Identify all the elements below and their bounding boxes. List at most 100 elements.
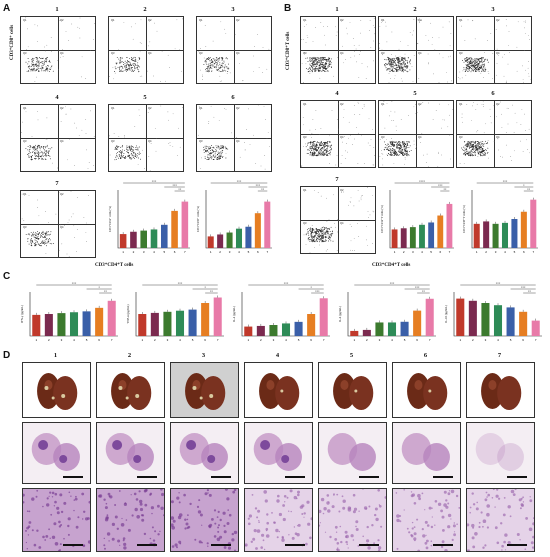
flow-event-dot: [315, 110, 317, 111]
flow-event-dot: [314, 240, 316, 242]
flow-event-dot: [319, 145, 321, 146]
flow-event-dot: [404, 163, 406, 165]
he-stain-high: [97, 489, 164, 551]
histology-high-mag: [96, 488, 165, 552]
quadrant-label-q1: Q1: [381, 103, 385, 106]
flow-event-dot: [209, 154, 211, 156]
flow-event-dot: [29, 66, 31, 68]
flow-event-dot: [391, 138, 393, 139]
flow-event-dot: [308, 234, 310, 236]
flow-event-dot: [466, 153, 468, 155]
bar-group-3: [57, 313, 66, 336]
flow-event-dot: [321, 66, 322, 68]
panel-letter-c: C: [3, 271, 11, 282]
flow-event-dot: [208, 69, 210, 71]
flow-event-dot: [311, 63, 313, 64]
flow-event-dot: [467, 63, 469, 65]
flow-event-dot: [221, 57, 223, 59]
flow-event-dot: [127, 70, 129, 72]
flow-event-dot: [137, 67, 139, 68]
flow-event-dot: [388, 68, 390, 70]
flow-event-dot: [215, 155, 217, 157]
flow-event-dot: [391, 54, 392, 55]
flow-event-dot: [313, 154, 315, 156]
flow-event-dot: [323, 240, 325, 242]
flow-event-dot: [479, 62, 481, 64]
flow-event-dot: [479, 144, 481, 146]
flow-event-dot: [138, 146, 140, 148]
x-tick-label: 4: [238, 250, 240, 254]
bar-chart: 1 2 3 4 5 6 7********IL-6 (pg/mL): [338, 281, 436, 342]
flow-event-dot: [470, 63, 472, 65]
flow-event-dot: [500, 156, 501, 157]
flow-event-dot: [37, 67, 39, 69]
flow-event-dot: [386, 138, 387, 140]
flow-event-dot: [30, 231, 32, 233]
flow-event-dot: [316, 153, 318, 155]
flow-event-dot: [396, 153, 398, 155]
flow-event-dot: [134, 65, 136, 67]
flow-event-dot: [407, 153, 409, 155]
flow-event-dot: [218, 58, 220, 60]
flow-event-dot: [471, 66, 473, 68]
flow-event-dot: [425, 35, 427, 37]
flow-event-dot: [303, 146, 304, 147]
flow-event-dot: [511, 160, 512, 161]
flow-event-dot: [116, 62, 118, 64]
flow-event-dot: [369, 20, 371, 21]
quadrant-label-q4: Q4: [418, 52, 422, 55]
flow-event-dot: [310, 231, 312, 233]
flow-event-dot: [216, 66, 217, 68]
flow-event-dot: [468, 58, 470, 60]
flow-event-dot: [218, 156, 220, 158]
flow-event-dot: [483, 70, 485, 72]
flow-event-dot: [478, 64, 480, 66]
flow-event-dot: [45, 234, 47, 236]
flow-event-dot: [387, 149, 389, 151]
flow-event-dot: [207, 70, 209, 72]
flow-event-dot: [329, 154, 331, 156]
flow-event-dot: [327, 26, 329, 27]
flow-event-dot: [392, 145, 394, 147]
flow-event-dot: [129, 65, 130, 67]
flow-event-dot: [331, 110, 333, 111]
flow-event-dot: [47, 151, 49, 153]
flow-event-dot: [476, 67, 477, 69]
flow-event-dot: [31, 245, 33, 247]
flow-event-dot: [332, 240, 334, 242]
flow-event-dot: [382, 153, 384, 155]
flow-event-dot: [210, 65, 212, 66]
flow-event-dot: [47, 65, 49, 67]
flow-event-dot: [478, 71, 480, 72]
flow-event-dot: [212, 64, 214, 66]
x-tick-label: 7: [111, 338, 113, 342]
bar-group-5: [245, 226, 252, 248]
flow-event-dot: [329, 151, 331, 153]
flow-event-dot: [388, 150, 390, 152]
flow-event-dot: [310, 236, 312, 238]
flow-event-dot: [211, 70, 213, 72]
flow-event-dot: [219, 152, 221, 154]
quadrant-label-q2: Q2: [418, 103, 422, 106]
flow-event-dot: [401, 153, 403, 154]
flow-event-dot: [35, 235, 37, 237]
flow-event-dot: [131, 148, 132, 150]
flow-event-dot: [130, 68, 132, 70]
bar-group-7: [181, 201, 189, 248]
flow-plot-number: 3: [231, 6, 235, 13]
flow-event-dot: [317, 56, 319, 58]
flow-event-dot: [213, 58, 215, 60]
flow-event-dot: [466, 141, 468, 143]
flow-event-dot: [465, 144, 467, 146]
flow-event-dot: [405, 149, 407, 151]
flow-event-dot: [428, 63, 429, 65]
flow-event-dot: [400, 59, 402, 61]
flow-event-dot: [308, 228, 310, 230]
flow-event-dot: [137, 163, 139, 165]
flow-event-dot: [42, 62, 44, 64]
flow-event-dot: [205, 151, 207, 153]
flow-event-dot: [315, 129, 316, 130]
flow-event-dot: [425, 162, 427, 163]
flow-event-dot: [34, 149, 36, 150]
flow-event-dot: [475, 61, 477, 63]
